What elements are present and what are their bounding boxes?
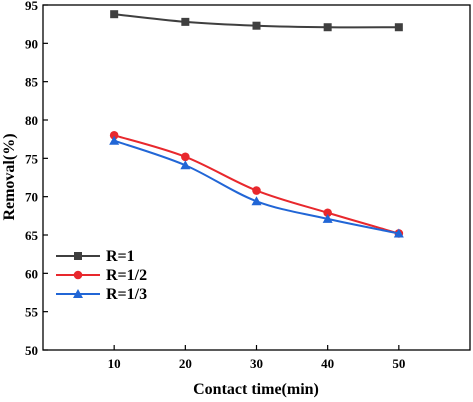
axis-ticks: 10 20 30 40 50 50 55 60 65 70 75 80 85 90 95 — [25, 0, 405, 371]
x-tick-label: 20 — [179, 356, 192, 371]
legend-label: R=1 — [106, 248, 135, 265]
y-tick-label: 70 — [25, 190, 38, 205]
y-tick-label: 80 — [25, 113, 38, 128]
series-line — [113, 134, 400, 235]
data-point — [323, 208, 332, 218]
y-tick-label: 85 — [25, 75, 39, 90]
data-point — [322, 213, 333, 223]
legend-marker — [74, 252, 82, 260]
data-point — [252, 186, 261, 195]
series-group — [109, 135, 404, 238]
data-point — [109, 135, 120, 145]
data-point — [252, 21, 261, 30]
legend-label: R=1/2 — [106, 267, 147, 284]
x-tick-label: 50 — [392, 356, 405, 371]
y-tick-label: 65 — [25, 228, 39, 243]
legend: R=1 R=1/2 R=1/3 — [56, 248, 147, 303]
data-point — [394, 23, 403, 32]
legend-item: R=1 — [56, 248, 135, 265]
series-group — [109, 131, 404, 238]
data-point — [110, 10, 119, 19]
data-point — [323, 23, 332, 32]
data-point — [251, 196, 262, 206]
y-tick-label: 75 — [25, 151, 39, 166]
y-tick-label: 60 — [25, 266, 38, 281]
data-point — [180, 160, 191, 170]
x-tick-label: 40 — [321, 356, 334, 371]
series-group — [110, 10, 403, 32]
y-tick-label: 95 — [25, 0, 39, 13]
data-point — [181, 17, 190, 26]
data-point — [181, 152, 190, 162]
x-axis-title: Contact time(min) — [193, 381, 319, 398]
legend-item: R=1/3 — [56, 286, 147, 303]
data-point — [109, 131, 119, 140]
y-tick-label: 90 — [25, 36, 38, 51]
x-tick-label: 30 — [250, 356, 263, 371]
y-tick-label: 50 — [25, 343, 38, 358]
legend-marker — [73, 270, 83, 280]
y-axis-title: Removal(%) — [1, 133, 18, 220]
y-tick-label: 55 — [25, 305, 39, 320]
data-series — [109, 10, 404, 238]
x-tick-label: 10 — [108, 356, 121, 371]
legend-label: R=1/3 — [106, 286, 147, 303]
legend-item: R=1/2 — [56, 267, 147, 284]
legend-marker — [73, 289, 83, 298]
data-point — [393, 228, 404, 238]
